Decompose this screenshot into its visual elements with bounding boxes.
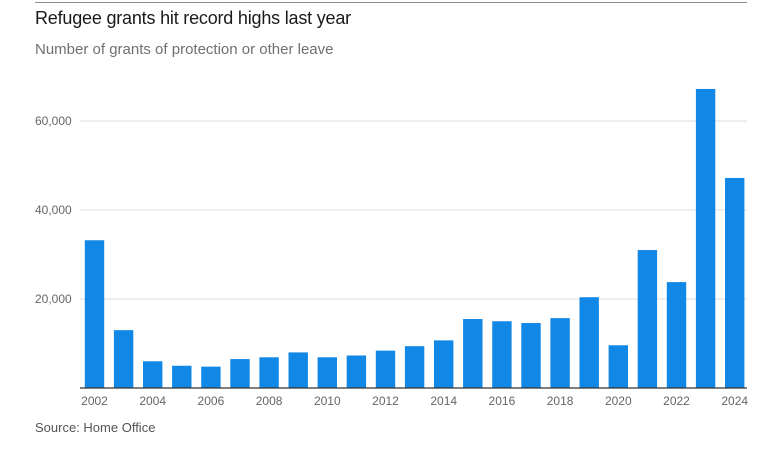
chart-subtitle: Number of grants of protection or other …	[35, 41, 334, 58]
bar-2019	[579, 297, 599, 388]
bar-2017	[521, 323, 541, 388]
bar-2005	[172, 365, 192, 388]
bar-2011	[346, 355, 367, 388]
x-tick-label: 2010	[314, 394, 341, 408]
bar-2022	[666, 282, 687, 388]
x-tick-label: 2006	[198, 394, 225, 408]
bar-2014	[434, 340, 454, 388]
bar-2021	[637, 250, 658, 388]
bar-2010	[317, 357, 337, 388]
bar-2009	[288, 352, 308, 388]
bar-2016	[492, 321, 512, 388]
x-tick-label: 2014	[430, 394, 457, 408]
bar-2012	[375, 350, 396, 388]
bar-2008	[259, 357, 279, 388]
bar-2006	[201, 366, 221, 388]
x-tick-label: 2012	[372, 394, 399, 408]
bar-2004	[143, 361, 163, 388]
x-tick-label: 2022	[663, 394, 690, 408]
x-tick-label: 2020	[605, 394, 632, 408]
x-tick-label: 2004	[139, 394, 166, 408]
x-tick-label: 2002	[81, 394, 108, 408]
x-tick-label: 2016	[489, 394, 516, 408]
bar-2002	[84, 240, 105, 388]
x-tick-label: 2008	[256, 394, 283, 408]
y-tick-label: 60,000	[35, 114, 72, 128]
x-tick-label: 2024	[721, 394, 748, 408]
source-note: Source: Home Office	[35, 420, 156, 435]
top-rule	[35, 2, 747, 3]
y-tick-label: 40,000	[35, 203, 72, 217]
bar-2024	[725, 177, 745, 388]
bar-2013	[404, 346, 425, 388]
bar-2023	[695, 88, 716, 389]
bar-2018	[550, 318, 570, 388]
chart-title: Refugee grants hit record highs last yea…	[35, 8, 351, 28]
x-tick-label: 2018	[547, 394, 574, 408]
bar-2020	[608, 345, 628, 388]
bar-2003	[113, 330, 134, 388]
y-tick-label: 20,000	[35, 292, 72, 306]
bar-2015	[463, 319, 483, 388]
bar-2007	[230, 359, 250, 388]
